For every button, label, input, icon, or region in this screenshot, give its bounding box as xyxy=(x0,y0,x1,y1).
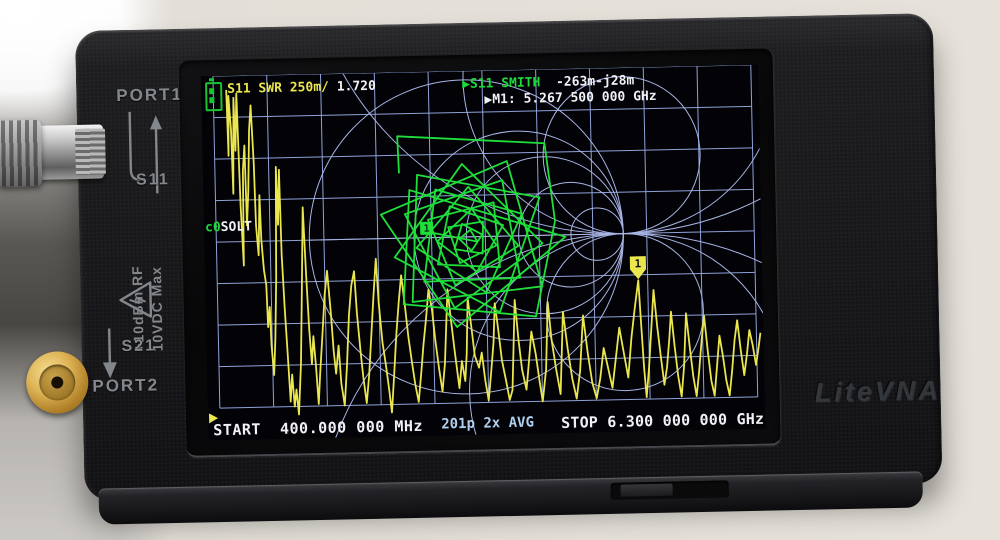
battery-icon xyxy=(205,81,223,112)
marker-label: ▶M1: xyxy=(484,91,524,108)
trace1-value: 1.720 xyxy=(336,78,377,95)
stop-value: 6.300 000 000 GHz xyxy=(607,409,765,431)
stop-frequency: STOP 6.300 000 000 GHz xyxy=(560,409,765,432)
svg-text:1: 1 xyxy=(424,224,430,235)
port1-sma-connector[interactable] xyxy=(0,118,106,187)
litevna-brand-logo: LiteVNA xyxy=(814,374,941,408)
port1-label: PORT1 xyxy=(116,84,184,106)
trace1-id: S11 xyxy=(227,81,259,97)
svg-text:1: 1 xyxy=(634,257,641,270)
port1-nut xyxy=(0,119,43,187)
cal-flags: SOLT xyxy=(220,219,253,236)
power-switch[interactable] xyxy=(610,480,729,500)
cal-slot: c0 xyxy=(204,220,221,236)
trace1-format: SWR 250m/ xyxy=(258,79,337,97)
s11-label: S11 xyxy=(135,171,170,189)
sweep-averaging: 2x AVG xyxy=(483,414,535,432)
start-label: START xyxy=(213,419,281,439)
marker-1-swr: 1 xyxy=(629,256,647,280)
litevna-device: PORT1 S11 +10dBm RF 10VDC Max S21 PORT2 … xyxy=(0,3,954,535)
stop-label: STOP xyxy=(560,412,608,432)
start-value: 400.000 000 MHz xyxy=(279,416,424,438)
port2-sma-connector[interactable] xyxy=(25,350,89,415)
port1-thread xyxy=(74,128,106,176)
calibration-status: c0SOLT xyxy=(204,219,252,236)
marker-frequency: 5.267 500 000 GHz xyxy=(523,88,657,107)
warning-triangle-icon xyxy=(119,281,153,318)
s21-down-arrow-icon xyxy=(102,328,117,379)
sweep-points: 201p xyxy=(441,415,484,433)
sweep-settings: 201p 2x AVG xyxy=(441,414,535,433)
trace2-value: -263m-j28m xyxy=(540,73,635,91)
marker-1-smith: 1 xyxy=(420,221,434,235)
s21-label: S21 xyxy=(121,337,157,356)
trace2-id: ▶S11 SMITH xyxy=(461,75,541,92)
power-switch-knob[interactable] xyxy=(620,483,673,497)
port2-label: PORT2 xyxy=(92,375,160,396)
s11-signal-path-icon xyxy=(128,111,162,194)
measurement-plot: 11 xyxy=(208,64,766,441)
